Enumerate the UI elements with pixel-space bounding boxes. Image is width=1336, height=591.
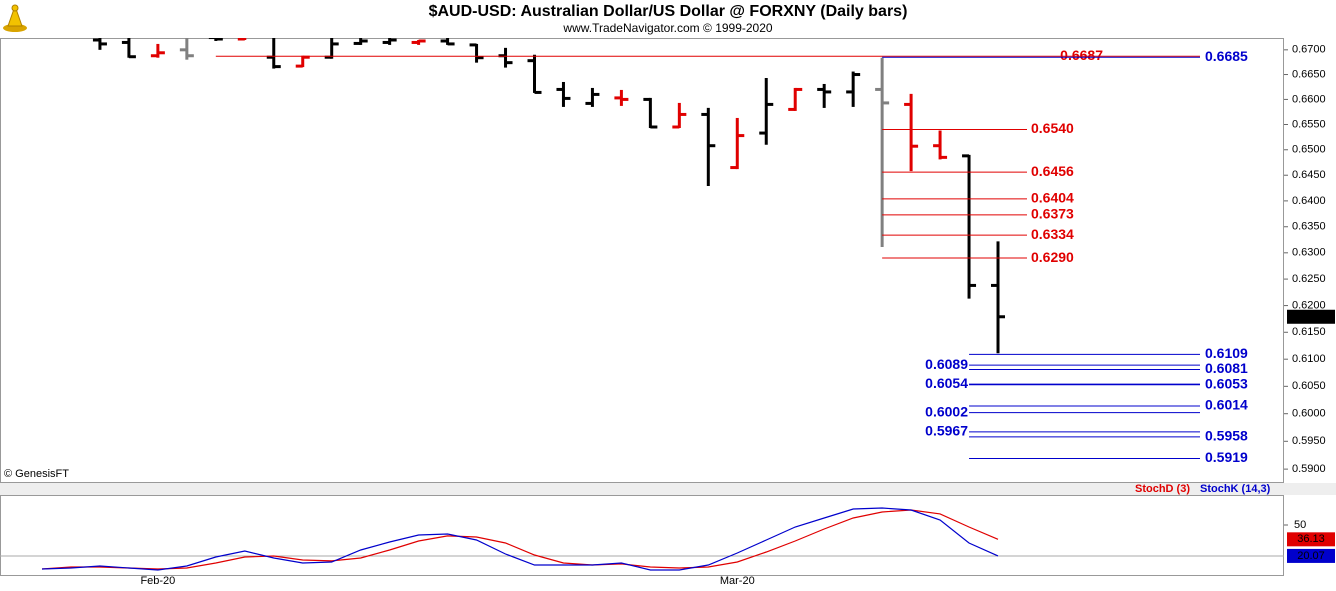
level-label: 0.6456 xyxy=(1031,163,1074,179)
last-price-label: 0.6179 xyxy=(1294,311,1328,323)
stoch-plot xyxy=(0,507,1284,571)
y-tick-label: 0.5950 xyxy=(1292,435,1326,447)
main-panel-border xyxy=(0,38,1284,483)
level-label: 0.6540 xyxy=(1031,120,1074,136)
y-tick-label: 0.6150 xyxy=(1292,326,1326,338)
level-label: 0.6081 xyxy=(1205,360,1248,376)
y-tick-label: 0.6050 xyxy=(1292,380,1326,392)
y-tick-label: 0.6400 xyxy=(1292,195,1326,207)
legend-entry: StochD (3) xyxy=(1135,483,1190,495)
y-tick-label: 0.6600 xyxy=(1292,93,1326,105)
level-label: 0.6334 xyxy=(1031,226,1074,242)
stoch-line xyxy=(41,507,999,571)
y-tick-label: 0.6650 xyxy=(1292,68,1326,80)
y-tick-label: 0.5900 xyxy=(1292,463,1326,475)
level-label: 0.6687 xyxy=(1060,47,1103,63)
chart-subtitle: www.TradeNavigator.com © 1999-2020 xyxy=(562,21,772,35)
y-tick-label: 0.6500 xyxy=(1292,144,1326,156)
chart-title: $AUD-USD: Australian Dollar/US Dollar @ … xyxy=(429,3,908,20)
x-tick-label: Mar-20 xyxy=(720,575,755,587)
level-label: 0.6290 xyxy=(1031,249,1074,265)
level-label: 0.6053 xyxy=(1205,375,1248,391)
level-label: 0.5967 xyxy=(925,423,968,439)
logo xyxy=(3,4,27,32)
last-price-box xyxy=(1287,309,1335,324)
y-tick-label: 50 xyxy=(1294,519,1306,531)
y-tick-label: 0.6550 xyxy=(1292,118,1326,130)
last-value-label: 20.07 xyxy=(1297,550,1325,562)
y-tick-label: 0.6250 xyxy=(1292,273,1326,285)
level-label: 0.6404 xyxy=(1031,190,1074,206)
last-value-label: 36.13 xyxy=(1297,533,1325,545)
last-value-box xyxy=(1287,532,1335,547)
y-tick-label: 0.6100 xyxy=(1292,353,1326,365)
level-label: 0.6014 xyxy=(1205,397,1248,413)
level-label: 0.6054 xyxy=(925,375,968,391)
level-label: 0.6089 xyxy=(925,356,968,372)
level-label: 0.6373 xyxy=(1031,206,1074,222)
legend-entry: StochK (14,3) xyxy=(1200,483,1271,495)
stoch-panel-border xyxy=(0,495,1284,576)
x-tick-label: Feb-20 xyxy=(140,575,175,587)
stoch-line xyxy=(41,509,999,570)
level-label: 0.6002 xyxy=(925,403,968,419)
level-label: 0.6109 xyxy=(1205,345,1248,361)
price-plot xyxy=(92,38,1006,354)
y-tick-label: 0.6700 xyxy=(1292,44,1326,56)
last-value-box xyxy=(1287,548,1335,563)
y-tick-label: 0.6350 xyxy=(1292,221,1326,233)
panel-separator xyxy=(0,483,1336,495)
level-label: 0.5919 xyxy=(1205,449,1248,465)
level-label: 0.5958 xyxy=(1205,428,1248,444)
y-tick-label: 0.6200 xyxy=(1292,299,1326,311)
y-tick-label: 0.6000 xyxy=(1292,408,1326,420)
y-tick-label: 0.6300 xyxy=(1292,247,1326,259)
source: © GenesisFT xyxy=(4,468,69,480)
level-label: 0.6685 xyxy=(1205,48,1248,64)
y-tick-label: 0.6450 xyxy=(1292,169,1326,181)
